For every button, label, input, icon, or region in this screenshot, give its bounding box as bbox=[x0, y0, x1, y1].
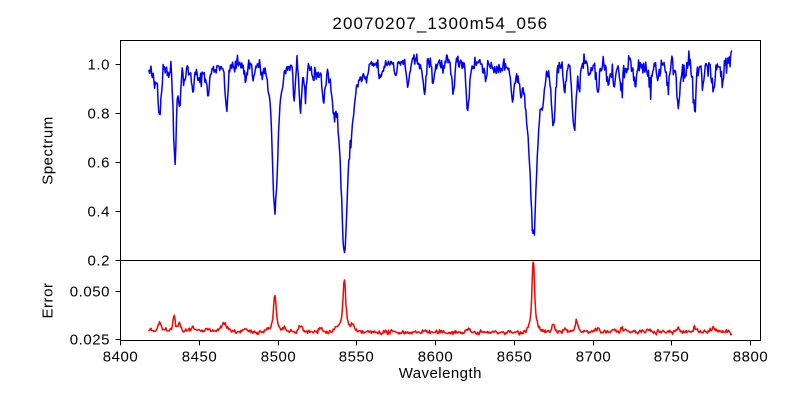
svg-text:0.4: 0.4 bbox=[87, 204, 110, 221]
svg-text:0.6: 0.6 bbox=[87, 155, 110, 172]
svg-text:Wavelength: Wavelength bbox=[399, 365, 482, 382]
svg-text:0.8: 0.8 bbox=[87, 106, 110, 123]
svg-text:8650: 8650 bbox=[497, 348, 533, 365]
svg-text:1.0: 1.0 bbox=[87, 57, 110, 74]
svg-text:8400: 8400 bbox=[103, 348, 139, 365]
svg-text:0.025: 0.025 bbox=[70, 332, 110, 349]
svg-text:0.050: 0.050 bbox=[70, 284, 110, 301]
svg-text:8600: 8600 bbox=[418, 348, 454, 365]
svg-text:0.2: 0.2 bbox=[87, 253, 110, 270]
svg-text:8700: 8700 bbox=[576, 348, 612, 365]
svg-text:20070207_1300m54_056: 20070207_1300m54_056 bbox=[332, 14, 548, 33]
svg-text:Spectrum: Spectrum bbox=[40, 116, 57, 185]
svg-text:Error: Error bbox=[40, 282, 57, 318]
svg-text:8750: 8750 bbox=[654, 348, 690, 365]
svg-text:8800: 8800 bbox=[733, 348, 769, 365]
svg-text:8550: 8550 bbox=[339, 348, 375, 365]
svg-text:8450: 8450 bbox=[182, 348, 218, 365]
svg-text:8500: 8500 bbox=[261, 348, 297, 365]
